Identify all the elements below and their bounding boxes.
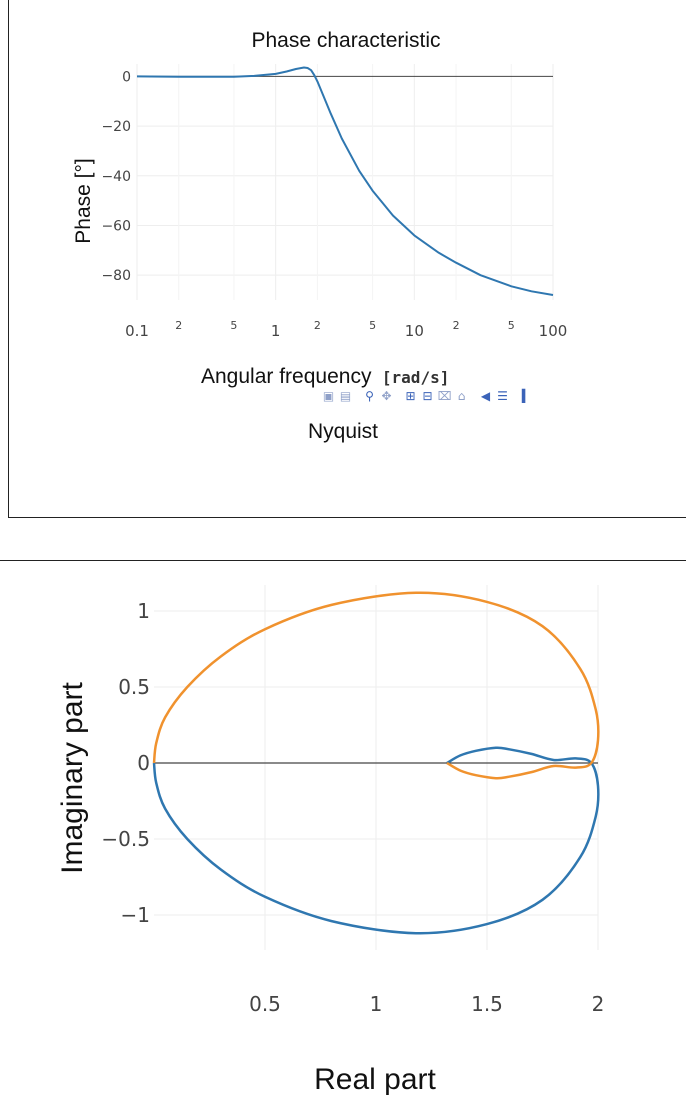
phase-x-minor-tick-label: 5	[508, 319, 515, 332]
nyquist-x-tick-label: 1	[370, 992, 383, 1016]
phase-x-label: Angular frequency [rad/s]	[201, 365, 449, 388]
phase-y-tick-label: −60	[101, 218, 131, 234]
plotly-logo-icon[interactable]: ▍	[521, 389, 532, 403]
phase-chart-title: Phase characteristic	[251, 29, 440, 52]
pan-icon[interactable]: ✥	[381, 389, 392, 403]
phase-panel	[8, 0, 686, 518]
phase-y-tick-label: 0	[122, 69, 131, 85]
nyquist-y-ticks: 1 0.5 0 −0.5 −1	[101, 599, 150, 927]
nyquist-y-tick-label: −1	[121, 903, 150, 927]
phase-y-tick-label: −40	[101, 169, 131, 185]
phase-y-label: Phase [°]	[72, 158, 95, 243]
phase-x-minor-tick-label: 2	[175, 319, 182, 332]
nyquist-x-tick-label: 0.5	[249, 992, 281, 1016]
hover-compare-icon[interactable]: ☰	[497, 389, 508, 403]
nyquist-x-ticks: 0.5 1 1.5 2	[249, 992, 604, 1016]
phase-x-minor-tick-label: 2	[314, 319, 321, 332]
nyquist-y-tick-label: −0.5	[101, 827, 150, 851]
nyquist-x-tick-label: 1.5	[471, 992, 503, 1016]
nyquist-positive-curve[interactable]	[152, 746, 600, 935]
phase-y-tick-label: −80	[101, 268, 131, 284]
camera-icon[interactable]: ▣	[322, 389, 335, 403]
phase-chart: Phase characteristic 0 −20 −40 −60 −80 0.1 1 1…	[72, 29, 567, 388]
phase-x-tick-label: 0.1	[125, 322, 149, 340]
nyquist-y-tick-label: 0	[137, 751, 150, 775]
zoom-in-icon[interactable]: ⊞	[405, 389, 416, 403]
phase-x-tick-label: 1	[271, 322, 281, 340]
nyquist-y-tick-label: 0.5	[118, 675, 150, 699]
nyquist-chart: 1 0.5 0 −0.5 −1 0.5 1 1.5 2 Imaginary part Real…	[56, 585, 604, 1096]
home-icon[interactable]: ⌂	[457, 389, 466, 403]
nyquist-x-label: Real part	[314, 1063, 436, 1096]
nyquist-y-tick-label: 1	[137, 599, 150, 623]
phase-x-label-text: Angular frequency	[201, 365, 372, 388]
save-icon[interactable]: ▤	[339, 389, 352, 403]
phase-x-minor-tick-label: 5	[369, 319, 376, 332]
phase-x-ticks: 0.1 1 10 100 2 5 2 5 2 5	[125, 319, 567, 340]
hover-closest-icon[interactable]: ◀	[480, 389, 491, 403]
autoscale-icon[interactable]: ⌧	[437, 389, 452, 403]
nyquist-negative-curve[interactable]	[152, 591, 600, 780]
phase-x-label-unit: [rad/s]	[382, 368, 449, 387]
plot-modebar: ▣ ▤ ⚲ ✥ ⊞ ⊟ ⌧ ⌂ ◀ ☰ ▍	[320, 387, 535, 405]
nyquist-grid	[154, 585, 599, 950]
nyquist-title: Nyquist	[307, 420, 379, 443]
phase-x-tick-label: 10	[405, 322, 424, 340]
phase-x-minor-tick-label: 5	[230, 319, 237, 332]
zoom-icon[interactable]: ⚲	[365, 389, 374, 403]
nyquist-y-label: Imaginary part	[56, 681, 89, 873]
phase-grid	[136, 64, 554, 300]
phase-series-line[interactable]	[136, 66, 554, 296]
phase-x-minor-tick-label: 2	[453, 319, 460, 332]
phase-y-tick-label: −20	[101, 119, 131, 135]
zoom-out-icon[interactable]: ⊟	[422, 389, 433, 403]
phase-x-tick-label: 100	[539, 322, 568, 340]
phase-y-ticks: 0 −20 −40 −60 −80	[101, 69, 131, 284]
nyquist-x-tick-label: 2	[592, 992, 605, 1016]
nyquist-panel	[0, 560, 686, 1113]
